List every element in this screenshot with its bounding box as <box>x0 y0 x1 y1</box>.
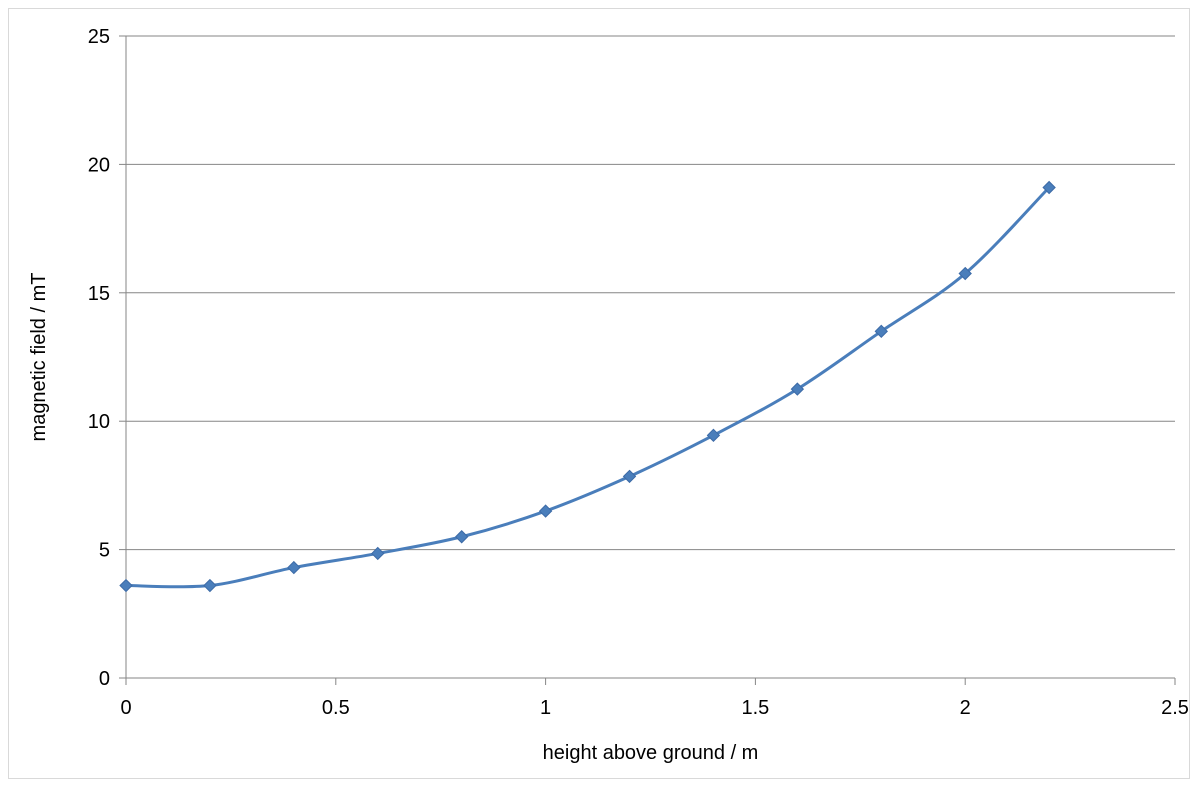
data-point-marker <box>706 428 721 443</box>
x-tick-label: 1.5 <box>741 697 769 719</box>
tick-labels: 0 5 10 15 20 25 0 0.5 1 1.5 2 2.5 <box>88 26 1189 719</box>
y-tick-label: 15 <box>88 283 110 305</box>
data-point-marker <box>454 530 469 544</box>
y-tick-label: 5 <box>99 540 110 562</box>
chart-frame <box>8 8 1190 779</box>
series-layer <box>119 180 1056 593</box>
y-tick-label: 20 <box>88 154 110 176</box>
gridlines <box>126 35 1175 551</box>
x-axis-title: height above ground / m <box>543 742 759 764</box>
x-tick-label: 1 <box>540 697 551 719</box>
x-tick-label: 0 <box>120 697 131 719</box>
data-point-marker <box>287 560 301 575</box>
x-tick-label: 2.5 <box>1161 697 1189 719</box>
data-point-marker <box>119 578 133 593</box>
data-point-marker <box>958 266 972 281</box>
series-line <box>125 186 1051 589</box>
data-point-marker <box>790 382 805 396</box>
y-tick-label: 25 <box>88 26 110 48</box>
data-point-marker <box>874 324 888 339</box>
data-point-marker <box>203 578 217 593</box>
x-tick-label: 0.5 <box>322 697 350 719</box>
x-tick-label: 2 <box>960 697 971 719</box>
data-point-marker <box>1042 180 1056 195</box>
y-axis-title: magnetic field / mT <box>28 273 50 442</box>
axes <box>119 35 1176 685</box>
data-point-marker <box>371 546 385 561</box>
y-tick-label: 0 <box>99 668 110 690</box>
y-tick-label: 10 <box>88 411 110 433</box>
data-point-marker <box>622 469 637 484</box>
data-point-marker <box>538 504 553 518</box>
